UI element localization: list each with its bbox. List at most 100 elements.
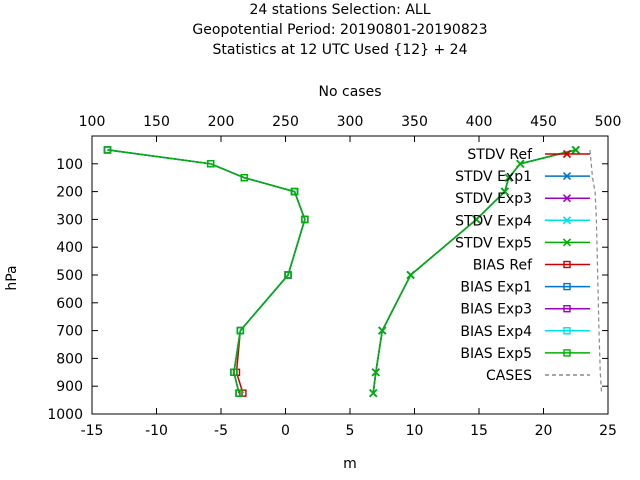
series-bias-exp4 [103,146,309,397]
legend-marker-stdv-exp4 [562,216,572,225]
legend-label-stdv-exp1: STDV Exp1 [455,169,532,185]
data-point-stroke-b [378,326,387,335]
series-line [107,149,306,394]
legend-label-bias-exp4: BIAS Exp4 [460,324,532,340]
x-axis-label: m [343,456,357,472]
legend-marker-stdv-exp5 [562,238,572,247]
x2-tick-label: 450 [530,114,557,130]
x2-tick-label: 300 [337,114,364,130]
data-point-stroke-b [369,389,378,398]
legend-label-bias-ref: BIAS Ref [473,258,533,274]
legend-marker-stdv-exp1-stroke-b [562,172,572,181]
x-tick-label: 10 [406,423,424,439]
series-bias-ref [103,146,309,397]
x2-tick-label: 400 [466,114,493,130]
series-group [103,145,580,398]
x2-tick-label: 200 [208,114,235,130]
y-axis-ticks: 100 200 300 400 500 600 700 800 900 1000 [47,157,608,423]
data-point-stroke-b [472,215,481,224]
x-tick-label: -5 [214,423,228,439]
data-point [378,326,387,335]
y-tick-label: 100 [56,157,83,173]
legend-marker-bias-exp3 [563,305,571,313]
x-tick-label: 0 [281,423,290,439]
data-point [500,187,509,196]
y-tick-label: 400 [56,240,83,256]
x-tick-label: 25 [599,423,617,439]
data-point [284,271,292,279]
x-axis-ticks: -15 -10 -5 0 5 10 15 20 25 [81,408,617,439]
y-tick-label: 300 [56,212,83,228]
data-point-stroke-b [406,270,415,280]
legend-marker-stdv-exp5-stroke-b [562,238,572,247]
legend-marker-stdv-exp4-stroke-b [562,216,572,225]
y-tick-label: 800 [56,351,83,367]
x2-axis-label: No cases [319,84,382,100]
data-point [301,215,309,224]
legend: STDV Ref STDV Exp1 STDV Exp3 STDV Exp4 STDV … [455,147,590,384]
legend-label-stdv-exp3: STDV Exp3 [455,191,532,207]
x2-tick-label: 350 [401,114,428,130]
x2-tick-label: 100 [79,114,106,130]
cases-line [589,149,603,394]
chart-title-line-1: 24 stations Selection: ALL [249,2,430,18]
legend-marker-stdv-exp3 [562,194,572,203]
cases-series [589,149,603,394]
y-tick-label: 1000 [47,407,83,423]
data-point [571,145,580,154]
series-stdv-exp5 [369,145,580,398]
y-tick-label: 200 [56,185,83,201]
data-point [236,326,245,335]
data-point [406,270,415,280]
x-tick-label: 15 [470,423,488,439]
y-tick-label: 900 [56,379,83,395]
legend-label-stdv-exp4: STDV Exp4 [455,213,532,229]
chart-title-line-2: Geopotential Period: 20190801-20190823 [192,22,487,38]
x2-tick-label: 500 [595,114,622,130]
data-point [235,389,243,397]
legend-label-stdv-exp5: STDV Exp5 [455,235,532,251]
legend-marker-bias-ref [563,260,571,269]
y-tick-label: 500 [56,268,83,284]
data-point [206,160,215,168]
series-bias-exp3 [103,146,309,397]
y-tick-label: 600 [56,296,83,312]
x2-tick-label: 150 [143,114,170,130]
data-point-stroke-b [571,145,580,154]
legend-marker-bias-exp1 [563,282,571,291]
data-point-stroke-b [504,173,513,182]
legend-marker-stdv-ref-stroke-b [562,149,572,159]
x2-tick-label: 250 [272,114,299,130]
data-point [371,368,380,377]
data-point [240,173,248,182]
x-tick-label: -10 [145,423,168,439]
data-point [290,187,299,196]
x-tick-label: -15 [81,423,104,439]
series-bias-exp1 [103,146,309,397]
legend-label-cases: CASES [486,368,532,384]
series-bias-exp5 [103,146,309,397]
legend-label-bias-exp3: BIAS Exp3 [460,302,532,318]
legend-marker-bias-exp5 [563,349,571,357]
data-point [369,389,378,398]
chart-title-line-3: Statistics at 12 UTC Used {12} + 24 [212,42,467,58]
data-point [103,146,112,154]
legend-marker-stdv-ref [562,149,572,159]
legend-label-bias-exp5: BIAS Exp5 [460,346,532,362]
data-point-stroke-b [516,159,525,168]
y-tick-label: 700 [56,324,83,340]
x-tick-label: 5 [346,423,355,439]
legend-label-stdv-ref: STDV Ref [467,147,533,163]
x-tick-label: 20 [535,423,553,439]
y-axis-label: hPa [4,265,20,290]
x2-axis-ticks: 100 150 200 250 300 350 400 450 500 [79,114,622,142]
data-point [504,173,513,182]
data-point [516,159,525,168]
data-point [472,215,481,224]
legend-label-bias-exp1: BIAS Exp1 [460,280,532,296]
legend-marker-stdv-exp1 [562,172,572,181]
legend-marker-bias-exp4 [563,327,571,335]
legend-marker-stdv-exp3-stroke-b [562,194,572,203]
